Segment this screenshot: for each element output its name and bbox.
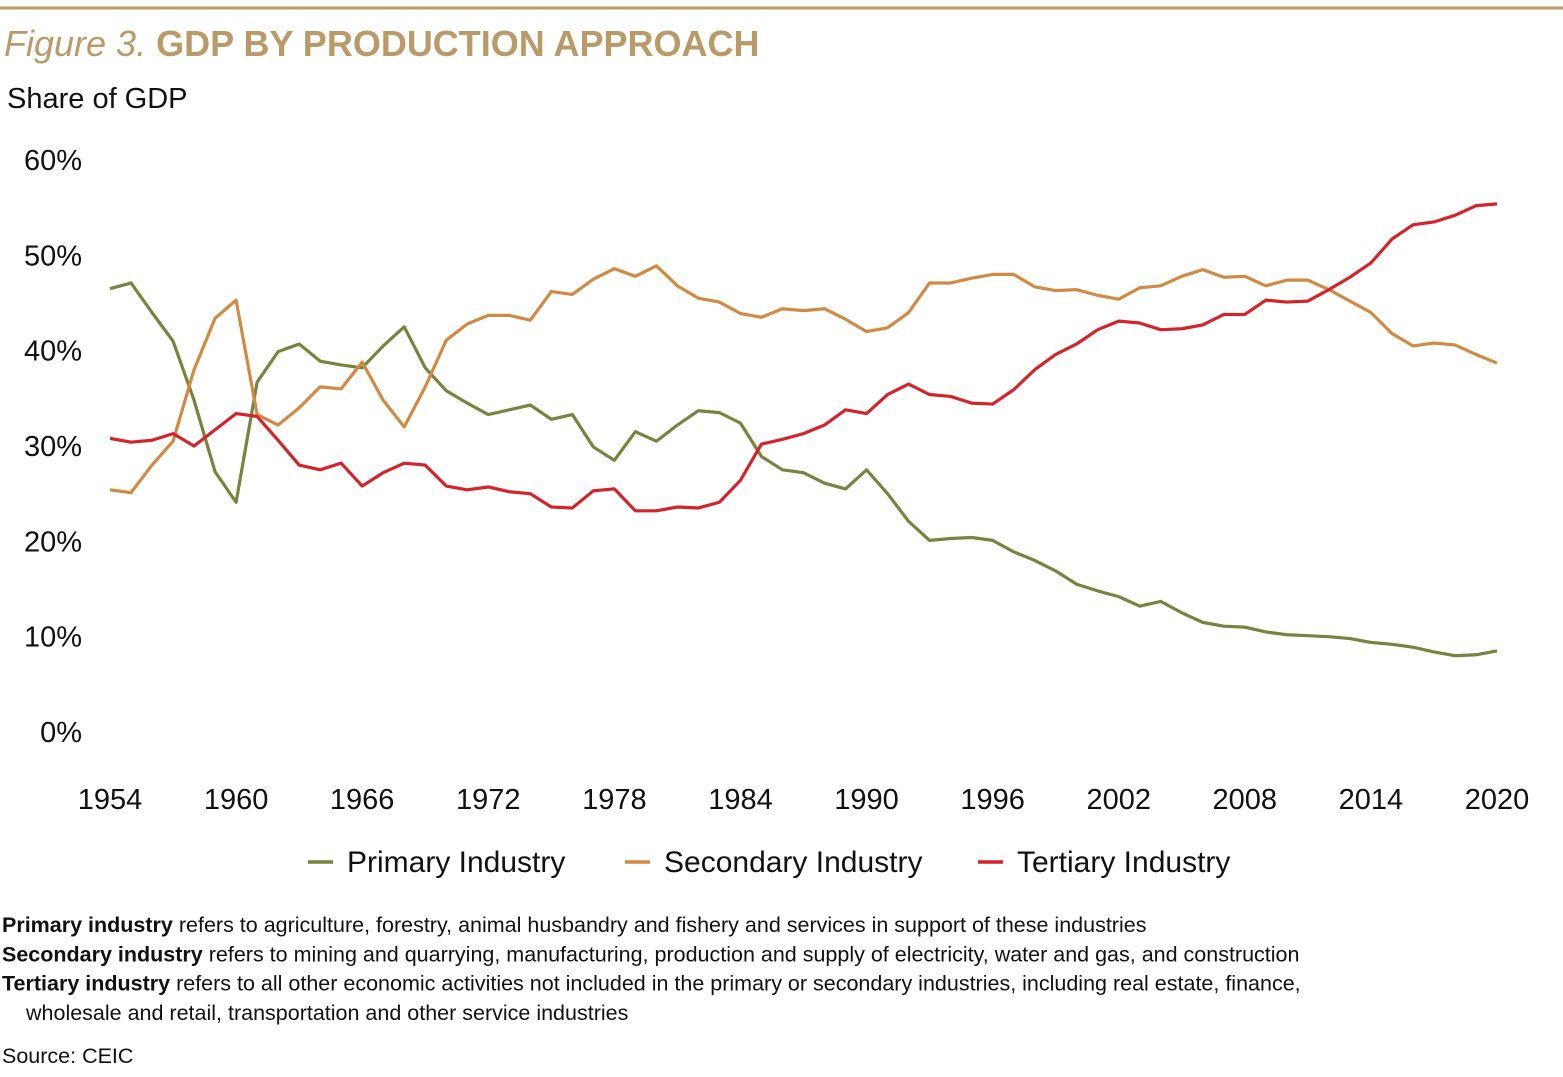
note: Tertiary industry refers to all other eco… xyxy=(2,972,1301,996)
y-axis-label: Share of GDP xyxy=(7,83,188,115)
note-term: Primary industry xyxy=(2,913,173,937)
y-tick-label: 60% xyxy=(24,145,82,177)
x-tick-label: 1972 xyxy=(456,784,521,816)
x-tick-label: 1966 xyxy=(330,784,395,816)
x-tick-label: 2020 xyxy=(1465,784,1530,816)
title: Figure 3. GDP BY PRODUCTION APPROACH xyxy=(4,23,759,64)
series-line xyxy=(109,281,1498,658)
y-tick-label: 50% xyxy=(24,240,82,272)
source: Source: CEIC xyxy=(2,1044,133,1068)
note: Secondary industry refers to mining and q… xyxy=(2,942,1299,966)
figure-label: Figure 3. xyxy=(4,23,146,64)
note: Primary industry refers to agriculture, f… xyxy=(2,913,1146,937)
x-tick-label: 1954 xyxy=(78,784,143,816)
series-line xyxy=(109,264,1498,495)
legend-label: Primary Industry xyxy=(347,846,565,879)
x-tick-label: 2014 xyxy=(1339,784,1404,816)
x-tick-label: 2002 xyxy=(1086,784,1151,816)
note-term: Secondary industry xyxy=(2,942,203,966)
chart-title: GDP BY PRODUCTION APPROACH xyxy=(156,23,759,64)
x-tick-label: 1990 xyxy=(834,784,899,816)
y-tick-label: 20% xyxy=(24,526,82,558)
y-tick-label: 30% xyxy=(24,431,82,463)
note-text: refers to all other economic activities … xyxy=(176,972,1301,996)
legend-label: Tertiary Industry xyxy=(1017,846,1230,879)
note-term: Tertiary industry xyxy=(2,972,170,996)
note-text: refers to agriculture, forestry, animal … xyxy=(179,913,1147,937)
legend-label: Secondary Industry xyxy=(664,846,922,879)
note-text: refers to mining and quarrying, manufact… xyxy=(209,942,1300,966)
y-tick-label: 0% xyxy=(40,717,82,749)
note: wholesale and retail, transportation and… xyxy=(25,1001,628,1025)
series-line xyxy=(109,202,1498,513)
x-tick-label: 1978 xyxy=(582,784,647,816)
y-tick-label: 10% xyxy=(24,622,82,654)
y-tick-label: 40% xyxy=(24,336,82,368)
x-tick-label: 1960 xyxy=(204,784,269,816)
x-tick-label: 1984 xyxy=(708,784,773,816)
x-tick-label: 2008 xyxy=(1213,784,1278,816)
x-tick-label: 1996 xyxy=(960,784,1025,816)
note-text: wholesale and retail, transportation and… xyxy=(25,1001,628,1025)
